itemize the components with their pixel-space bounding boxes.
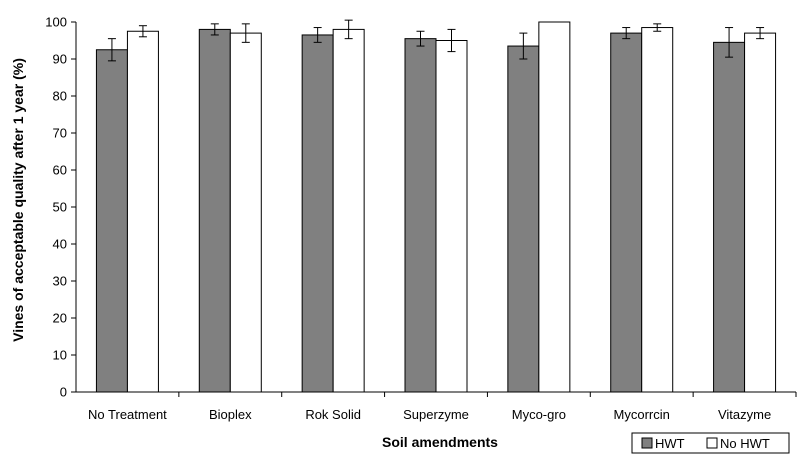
y-axis-title: Vines of acceptable quality after 1 year… xyxy=(10,58,26,342)
bar-no-hwt-bioplex xyxy=(229,32,262,393)
bar-no-hwt-rok-solid xyxy=(332,28,365,393)
x-tick-label: Superzyme xyxy=(403,407,469,422)
y-tick-label: 20 xyxy=(53,311,67,326)
error-bar xyxy=(344,19,353,40)
bar-hwt-rok-solid xyxy=(301,34,334,393)
error-bar xyxy=(725,27,734,58)
y-tick-label: 30 xyxy=(53,274,67,289)
bar-hwt-bioplex xyxy=(198,28,231,393)
error-bar xyxy=(313,27,322,43)
x-tick-label: Vitazyme xyxy=(718,407,771,422)
error-bar xyxy=(653,23,662,32)
error-bar xyxy=(107,38,116,62)
y-tick-label: 60 xyxy=(53,163,67,178)
x-tick-label: Rok Solid xyxy=(305,407,361,422)
bar-hwt-mycorrcin xyxy=(610,32,643,393)
y-tick-label: 10 xyxy=(53,348,67,363)
y-tick-label: 0 xyxy=(60,385,67,400)
legend-swatch-no-hwt xyxy=(706,437,718,449)
y-tick-label: 40 xyxy=(53,237,67,252)
y-tick-label: 90 xyxy=(53,52,67,67)
legend-label: HWT xyxy=(655,436,685,451)
legend-swatch-hwt xyxy=(641,437,653,449)
legend: HWT No HWT xyxy=(631,432,790,454)
error-bar xyxy=(622,27,631,40)
error-bar xyxy=(241,23,250,43)
bar-no-hwt-mycorrcin xyxy=(641,27,674,393)
x-tick-label: Myco-gro xyxy=(512,407,566,422)
x-tick-label: Mycorrcin xyxy=(614,407,670,422)
y-tick-label: 100 xyxy=(45,15,67,30)
bar-no-hwt-superzyme xyxy=(435,40,468,393)
y-tick-label: 80 xyxy=(53,89,67,104)
legend-label: No HWT xyxy=(720,436,770,451)
y-tick-label: 70 xyxy=(53,126,67,141)
error-bar xyxy=(416,30,425,47)
bar-hwt-myco-gro xyxy=(507,45,540,393)
bar-hwt-superzyme xyxy=(404,38,437,393)
bar-hwt-vitazyme xyxy=(713,41,746,393)
bar-no-hwt-vitazyme xyxy=(744,32,777,393)
x-tick-label: Bioplex xyxy=(209,407,252,422)
bar-no-hwt-myco-gro xyxy=(538,21,571,393)
bar-hwt-no-treatment xyxy=(95,49,128,393)
error-bar xyxy=(447,28,456,53)
x-axis-title: Soil amendments xyxy=(382,434,498,450)
error-bar xyxy=(756,27,765,40)
error-bar xyxy=(210,23,219,36)
y-tick-label: 50 xyxy=(53,200,67,215)
error-bar xyxy=(519,32,528,60)
error-bar xyxy=(138,25,147,38)
bar-no-hwt-no-treatment xyxy=(126,30,159,393)
x-tick-label: No Treatment xyxy=(88,407,167,422)
